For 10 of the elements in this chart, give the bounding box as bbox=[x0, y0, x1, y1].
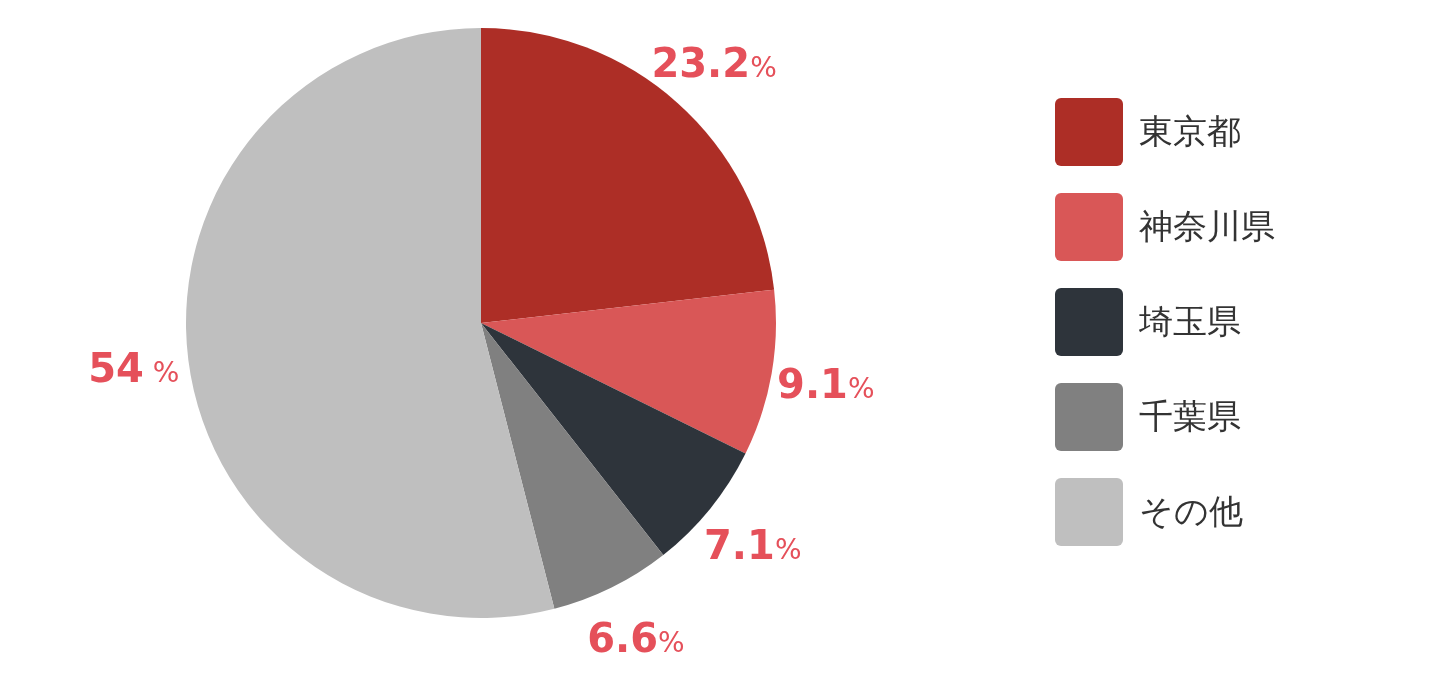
data-label: 54 % bbox=[88, 344, 180, 391]
legend-label: 東京都 bbox=[1139, 110, 1241, 153]
data-label: 9.1% bbox=[777, 361, 875, 408]
legend-label: その他 bbox=[1139, 490, 1243, 533]
legend-label: 埼玉県 bbox=[1139, 300, 1241, 343]
legend-label: 千葉県 bbox=[1139, 395, 1241, 438]
legend-label: 神奈川県 bbox=[1139, 205, 1275, 248]
data-label: 23.2% bbox=[651, 39, 777, 86]
data-label: 6.6% bbox=[587, 614, 685, 661]
data-label: 7.1% bbox=[704, 521, 802, 568]
